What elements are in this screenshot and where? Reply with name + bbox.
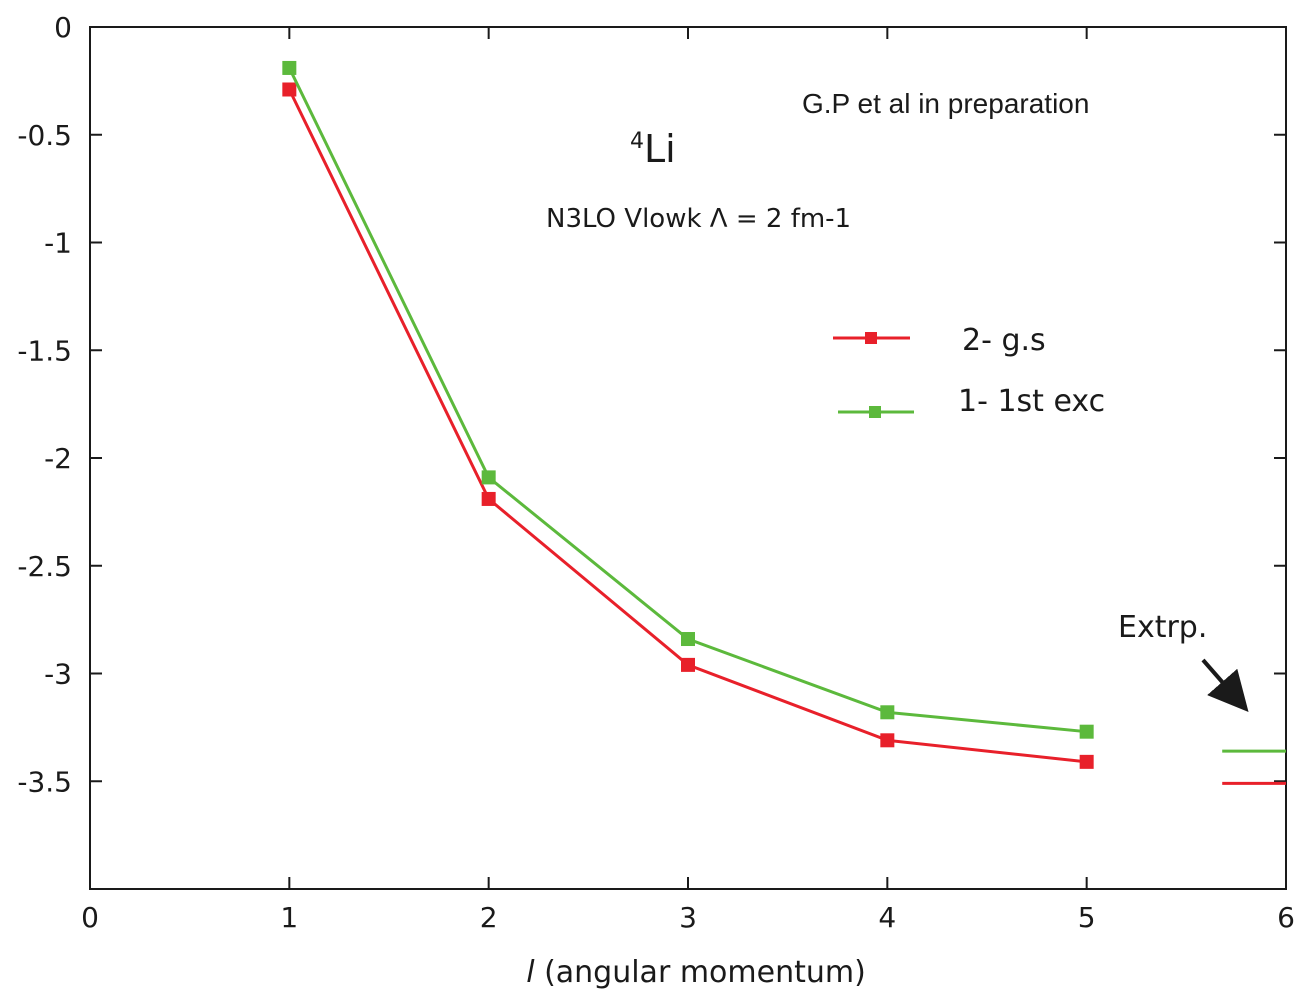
- y-tick-label--3.5: -3.5: [17, 765, 72, 798]
- y-tick-label--2.5: -2.5: [17, 550, 72, 583]
- x-axis-title: l (angular momentum): [526, 955, 866, 990]
- y-tick-label--3: -3: [44, 658, 72, 691]
- extrapolation-arrow: [1201, 658, 1249, 713]
- x-tick-label-0: 0: [81, 901, 99, 934]
- legend-label-exc: 1- 1st exc: [958, 384, 1105, 419]
- legend-label-gs: 2- g.s: [962, 323, 1046, 358]
- legend: 2- g.s 1- 1st exc: [833, 323, 1105, 419]
- y-tick-labels: 0 -0.5 -1 -1.5 -2 -2.5 -3 -3.5: [17, 11, 72, 798]
- y-tick-label--0.5: -0.5: [17, 119, 72, 152]
- y-tick-label-0: 0: [54, 11, 72, 44]
- x-tick-label-3: 3: [679, 901, 697, 934]
- data-point-s1-x5: [1079, 724, 1094, 739]
- x-tick-label-6: 6: [1277, 901, 1295, 934]
- data-point-s1-x3: [681, 632, 695, 647]
- data-point-s0-x4: [880, 733, 895, 748]
- extrapolation-label: Extrp.: [1118, 610, 1207, 645]
- x-tick-labels: 0 1 2 3 4 5 6: [81, 901, 1295, 934]
- data-point-s0-x3: [681, 657, 695, 672]
- interaction-annotation: N3LO Vlowk Λ = 2 fm-1: [546, 204, 851, 234]
- extrapolation-group: [1222, 749, 1286, 785]
- y-tick-label--2: -2: [44, 442, 72, 475]
- series-group: [282, 60, 1094, 769]
- plot-frame: [89, 26, 1287, 890]
- legend-swatch-marker-exc: [869, 406, 881, 418]
- data-point-s0-x5: [1079, 754, 1094, 769]
- data-point-s0-x1: [282, 82, 297, 97]
- data-point-s1-x4: [880, 705, 895, 720]
- credit-annotation: G.P et al in preparation: [802, 88, 1089, 119]
- y-tick-label--1.5: -1.5: [17, 334, 72, 367]
- axis-ticks: [89, 26, 1287, 889]
- data-point-s0-x2: [481, 491, 496, 506]
- data-point-s1-x1: [282, 60, 297, 75]
- data-point-s1-x2: [481, 470, 496, 485]
- x-tick-label-1: 1: [280, 901, 298, 934]
- x-tick-label-4: 4: [878, 901, 896, 934]
- nucleus-label: 4Li: [630, 127, 676, 171]
- x-tick-label-5: 5: [1078, 901, 1096, 934]
- x-tick-label-2: 2: [480, 901, 498, 934]
- legend-swatch-marker-gs: [865, 332, 877, 344]
- y-tick-label--1: -1: [44, 227, 72, 260]
